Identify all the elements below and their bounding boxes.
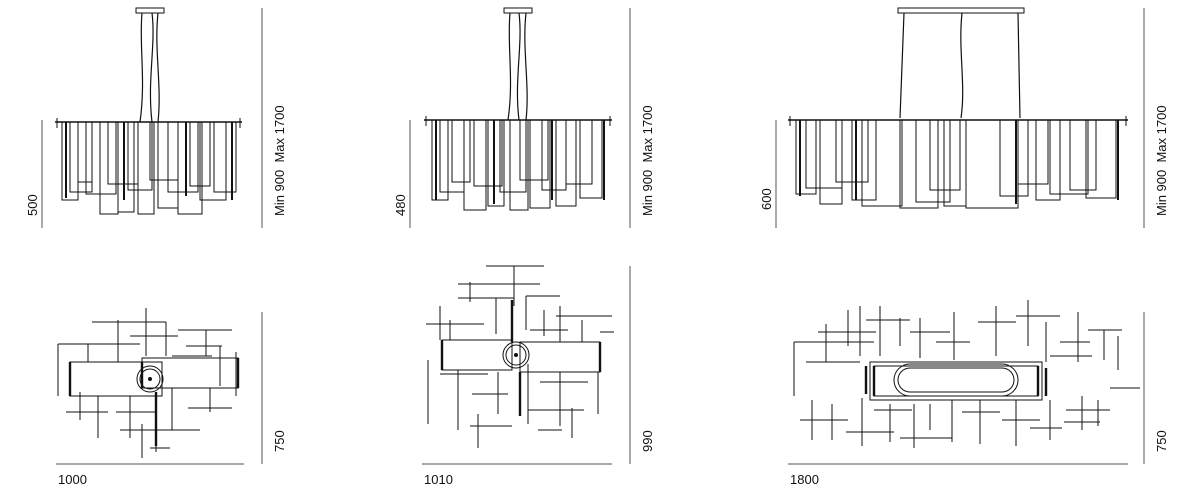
elevation-1 bbox=[41, 7, 263, 228]
glass-tiles bbox=[57, 308, 239, 458]
thick-tile-edges bbox=[68, 358, 240, 446]
chandelier-body bbox=[55, 118, 242, 215]
elevation-3 bbox=[775, 7, 1145, 228]
height-label: 480 bbox=[393, 194, 408, 216]
center-point bbox=[514, 353, 518, 357]
suspension-cables bbox=[139, 12, 160, 123]
width-label: 1800 bbox=[790, 472, 819, 487]
thick-tile-edges bbox=[864, 366, 1048, 396]
canopy-inner-ring bbox=[139, 368, 161, 390]
depth-label: 990 bbox=[640, 430, 655, 452]
height-label: 500 bbox=[25, 194, 40, 216]
center-point bbox=[148, 377, 152, 381]
suspension-label: Min 900 Max 1700 bbox=[1154, 105, 1169, 216]
plan-3 bbox=[788, 300, 1145, 465]
suspension-cables bbox=[899, 12, 1021, 119]
canopy-oval-inner bbox=[897, 367, 1015, 393]
chandelier-body bbox=[424, 116, 612, 211]
suspension-cables bbox=[507, 12, 528, 121]
depth-label: 750 bbox=[1154, 430, 1169, 452]
ceiling-canopy bbox=[503, 7, 533, 14]
glass-tiles bbox=[793, 300, 1140, 448]
canopy-inner-ring bbox=[505, 344, 527, 366]
canopy-oval-outer bbox=[893, 363, 1019, 397]
glass-tiles bbox=[426, 265, 614, 448]
width-label: 1000 bbox=[58, 472, 87, 487]
ceiling-canopy bbox=[135, 7, 165, 14]
elevation-2 bbox=[409, 7, 631, 228]
chandelier-body bbox=[788, 116, 1128, 209]
depth-label: 750 bbox=[272, 430, 287, 452]
ceiling-canopy bbox=[897, 7, 1025, 14]
canopy-outer-ring bbox=[136, 365, 164, 393]
suspension-label: Min 900 Max 1700 bbox=[640, 105, 655, 216]
suspension-label: Min 900 Max 1700 bbox=[272, 105, 287, 216]
height-label: 600 bbox=[759, 188, 774, 210]
thick-tile-edges bbox=[440, 300, 602, 416]
plan-2 bbox=[422, 265, 631, 465]
canopy-outer-ring bbox=[502, 341, 530, 369]
plan-1 bbox=[56, 308, 263, 465]
width-label: 1010 bbox=[424, 472, 453, 487]
